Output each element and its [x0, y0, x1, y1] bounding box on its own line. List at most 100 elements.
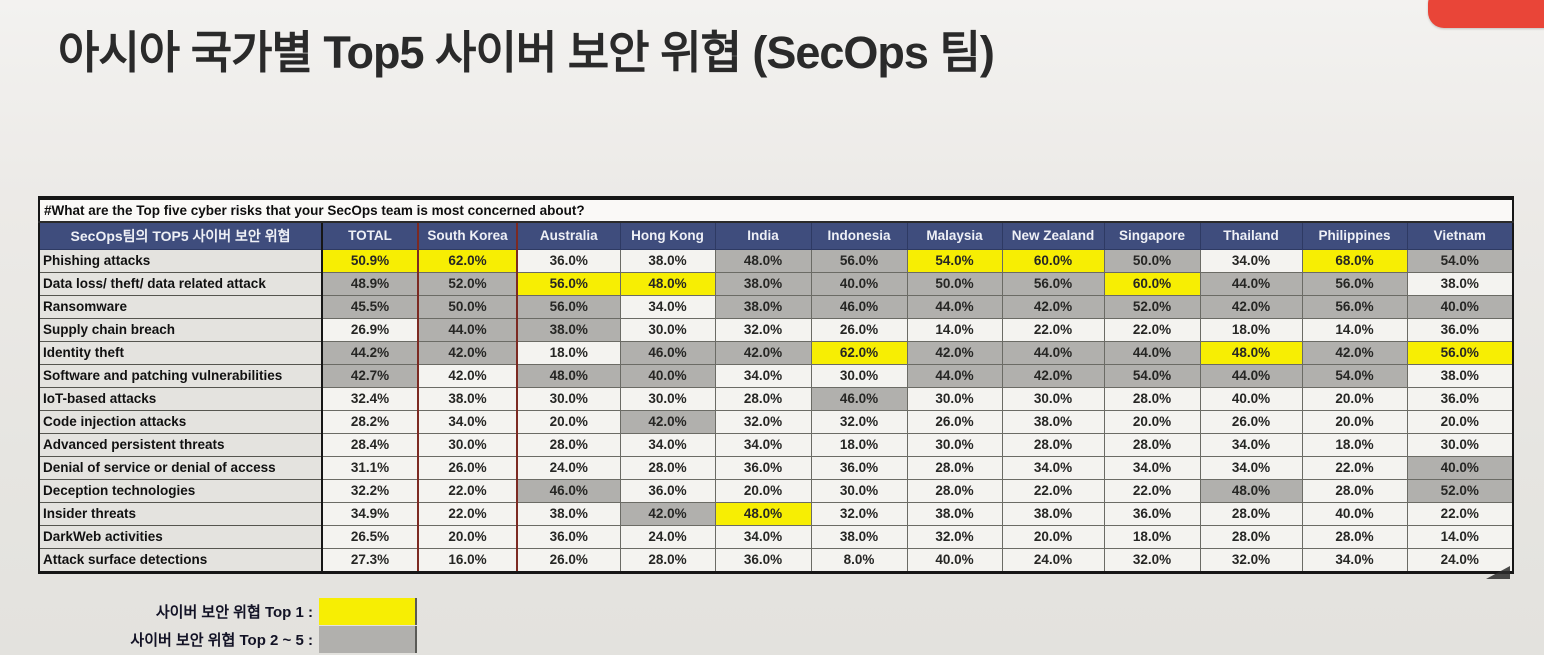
value-cell: 62.0%	[417, 249, 518, 273]
value-cell: 34.0%	[1199, 456, 1303, 480]
row-label: Deception technologies	[38, 479, 323, 503]
value-cell: 28.4%	[321, 433, 419, 457]
value-cell: 34.0%	[417, 410, 518, 434]
value-cell: 44.0%	[417, 318, 518, 342]
value-cell: 46.0%	[619, 341, 716, 365]
value-cell: 60.0%	[1103, 272, 1201, 296]
column-header: India	[714, 221, 812, 250]
value-cell: 56.0%	[516, 272, 621, 296]
value-cell: 32.0%	[1199, 548, 1303, 573]
value-cell: 42.0%	[619, 502, 716, 526]
value-cell: 48.0%	[714, 249, 812, 273]
value-cell: 42.0%	[1001, 364, 1105, 388]
value-cell: 22.0%	[417, 479, 518, 503]
value-cell: 30.0%	[619, 318, 716, 342]
value-cell: 22.0%	[1001, 318, 1105, 342]
value-cell: 34.0%	[1199, 433, 1303, 457]
value-cell: 38.0%	[906, 502, 1003, 526]
value-cell: 38.0%	[1001, 410, 1105, 434]
table-row: Deception technologies 32.2% 22.0% 46.0% 36.…	[38, 479, 1514, 503]
table-row: Insider threats 34.9% 22.0% 38.0% 42.0% 48.0%…	[38, 502, 1514, 526]
column-header: Australia	[516, 221, 621, 250]
column-header: New Zealand	[1001, 221, 1105, 250]
value-cell: 42.0%	[1301, 341, 1408, 365]
value-cell: 62.0%	[810, 341, 908, 365]
value-cell: 14.0%	[906, 318, 1003, 342]
row-label: Denial of service or denial of access	[38, 456, 323, 480]
value-cell: 40.0%	[810, 272, 908, 296]
value-cell: 42.7%	[321, 364, 419, 388]
value-cell: 44.0%	[1001, 341, 1105, 365]
value-cell: 26.0%	[516, 548, 621, 573]
value-cell: 26.0%	[810, 318, 908, 342]
value-cell: 50.0%	[417, 295, 518, 319]
value-cell: 26.0%	[906, 410, 1003, 434]
table-row: Phishing attacks 50.9% 62.0% 36.0% 38.0% 48.0…	[38, 249, 1514, 273]
value-cell: 42.0%	[714, 341, 812, 365]
value-cell: 30.0%	[906, 433, 1003, 457]
value-cell: 28.0%	[1199, 502, 1303, 526]
value-cell: 36.0%	[810, 456, 908, 480]
row-label: Attack surface detections	[38, 548, 323, 573]
value-cell: 20.0%	[1301, 387, 1408, 411]
table-row: Code injection attacks 28.2% 34.0% 20.0% 42.…	[38, 410, 1514, 434]
value-cell: 36.0%	[1406, 387, 1514, 411]
value-cell: 18.0%	[516, 341, 621, 365]
value-cell: 24.0%	[1406, 548, 1514, 573]
value-cell: 38.0%	[714, 295, 812, 319]
value-cell: 52.0%	[417, 272, 518, 296]
value-cell: 38.0%	[1001, 502, 1105, 526]
row-label: Supply chain breach	[38, 318, 323, 342]
table-row: DarkWeb activities 26.5% 20.0% 36.0% 24.0% 34…	[38, 525, 1514, 549]
value-cell: 40.0%	[1406, 456, 1514, 480]
value-cell: 34.9%	[321, 502, 419, 526]
value-cell: 40.0%	[1301, 502, 1408, 526]
value-cell: 52.0%	[1406, 479, 1514, 503]
value-cell: 28.0%	[1301, 525, 1408, 549]
table-row: Advanced persistent threats 28.4% 30.0% 28.…	[38, 433, 1514, 457]
value-cell: 30.0%	[1001, 387, 1105, 411]
question-row: #What are the Top five cyber risks that …	[39, 198, 1514, 223]
value-cell: 36.0%	[714, 548, 812, 573]
value-cell: 34.0%	[1103, 456, 1201, 480]
value-cell: 34.0%	[619, 295, 716, 319]
legend-top2-5-swatch	[319, 625, 417, 653]
table-row: Denial of service or denial of access 31.…	[38, 456, 1514, 480]
table-row: Software and patching vulnerabilities 42.…	[38, 364, 1514, 388]
value-cell: 34.0%	[714, 433, 812, 457]
value-cell: 22.0%	[1406, 502, 1514, 526]
legend: 사이버 보안 위협 Top 1 : 사이버 보안 위협 Top 2 ~ 5 :	[38, 597, 417, 653]
row-label: Code injection attacks	[38, 410, 323, 434]
value-cell: 42.0%	[1199, 295, 1303, 319]
value-cell: 40.0%	[906, 548, 1003, 573]
value-cell: 34.0%	[619, 433, 716, 457]
column-header: Philippines	[1301, 221, 1408, 250]
value-cell: 46.0%	[810, 295, 908, 319]
value-cell: 60.0%	[1001, 249, 1105, 273]
value-cell: 36.0%	[1103, 502, 1201, 526]
column-header: South Korea	[417, 221, 518, 250]
value-cell: 8.0%	[810, 548, 908, 573]
table-row: IoT-based attacks 32.4% 38.0% 30.0% 30.0% 28.…	[38, 387, 1514, 411]
value-cell: 34.0%	[1301, 548, 1408, 573]
value-cell: 18.0%	[1301, 433, 1408, 457]
corner-mark	[1486, 566, 1510, 579]
value-cell: 22.0%	[1103, 318, 1201, 342]
value-cell: 26.0%	[1199, 410, 1303, 434]
value-cell: 28.0%	[714, 387, 812, 411]
table-body: Phishing attacks 50.9% 62.0% 36.0% 38.0% 48.0…	[38, 249, 1514, 573]
value-cell: 38.0%	[417, 387, 518, 411]
column-header: Vietnam	[1406, 221, 1514, 250]
row-label: DarkWeb activities	[38, 525, 323, 549]
value-cell: 48.9%	[321, 272, 419, 296]
value-cell: 22.0%	[417, 502, 518, 526]
value-cell: 36.0%	[516, 249, 621, 273]
value-cell: 42.0%	[619, 410, 716, 434]
column-header: Singapore	[1103, 221, 1201, 250]
value-cell: 38.0%	[516, 502, 621, 526]
value-cell: 28.0%	[906, 479, 1003, 503]
legend-row-top1: 사이버 보안 위협 Top 1 :	[38, 597, 417, 625]
value-cell: 44.2%	[321, 341, 419, 365]
column-header: Malaysia	[906, 221, 1003, 250]
value-cell: 28.0%	[1199, 525, 1303, 549]
